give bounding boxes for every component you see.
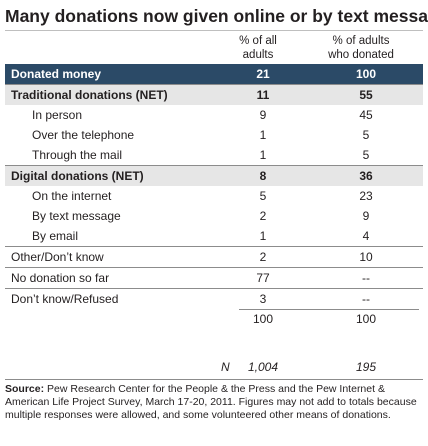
row-label: By email [32,229,79,243]
table-row: Digital donations (NET) 8 36 [5,165,423,186]
table-row: On the internet 5 23 [5,186,423,206]
value-adults-who-donated: 5 [362,128,370,142]
table-row: Donated money 21 100 [5,64,423,84]
value-adults-who-donated: 45 [359,108,373,122]
row-label: Donated money [11,67,102,81]
sample-size-label: N [221,360,230,374]
row-label: Other/Don’t know [11,250,104,264]
value-all-adults: 11 [256,88,270,102]
value-adults-who-donated: 9 [362,209,370,223]
column-header-line: who donated [328,49,394,61]
table-row: By text message 2 9 [5,206,423,226]
value-all-adults: 3 [259,292,267,306]
sample-size-row: N 1,004 195 [5,358,423,376]
value-adults-who-donated: 23 [359,189,373,203]
totals-row: 100 100 [5,309,423,329]
value-all-adults: 77 [256,271,270,285]
value-all-adults: 21 [256,67,270,81]
value-all-adults: 1 [259,148,267,162]
row-label: Digital donations (NET) [11,169,144,183]
column-header-all-adults: % of all adults [233,34,283,62]
table-row: By email 1 4 [5,226,423,246]
value-adults-who-donated: 4 [362,229,370,243]
row-label: Through the mail [32,148,123,162]
column-header-line: % of adults [332,35,390,47]
value-adults-who-donated: 55 [359,88,373,102]
row-label: No donation so far [11,271,110,285]
table-row: Don’t know/Refused 3 -- [5,288,423,309]
row-label: Don’t know/Refused [11,292,119,306]
value-all-adults: 2 [259,250,267,264]
source-note: Source: Pew Research Center for the Peop… [5,383,421,423]
totals-rule [239,309,419,310]
value-adults-who-donated: -- [362,292,370,306]
value-all-adults: 8 [259,169,267,183]
row-label: By text message [32,209,121,223]
row-label: Traditional donations (NET) [11,88,168,102]
value-all-adults: 9 [259,108,267,122]
table-row: Other/Don’t know 2 10 [5,246,423,267]
column-header-line: adults [242,49,274,61]
value-all-adults: 2 [259,209,267,223]
value-all-adults: 5 [259,189,267,203]
source-label: Source: [5,383,45,395]
chart-title: Many donations now given online or by te… [5,6,428,26]
donations-table: Donated money 21 100 Traditional donations … [5,64,423,329]
table-row: No donation so far 77 -- [5,267,423,288]
table-row: Over the telephone 1 5 [5,125,423,145]
value-adults-who-donated: 36 [359,169,373,183]
value-adults-who-donated: 10 [359,250,373,264]
value-adults-who-donated: -- [362,271,370,285]
sample-size-donors: 195 [355,360,377,374]
title-rule [5,30,423,31]
source-text: Pew Research Center for the People & the… [5,383,417,422]
column-header-adults-who-donated: % of adults who donated [318,34,404,62]
bottom-rule [5,379,423,380]
total-all-adults: 100 [252,312,274,326]
row-label: Over the telephone [32,128,135,142]
value-all-adults: 1 [259,128,267,142]
value-adults-who-donated: 5 [362,148,370,162]
table-row: Traditional donations (NET) 11 55 [5,84,423,105]
value-all-adults: 1 [259,229,267,243]
column-header-line: % of all [239,35,277,47]
row-label: On the internet [32,189,112,203]
sample-size-all-adults: 1,004 [247,360,279,374]
row-label: In person [32,108,83,122]
total-adults-who-donated: 100 [355,312,377,326]
table-row: In person 9 45 [5,105,423,125]
table-row: Through the mail 1 5 [5,145,423,165]
value-adults-who-donated: 100 [355,67,377,81]
